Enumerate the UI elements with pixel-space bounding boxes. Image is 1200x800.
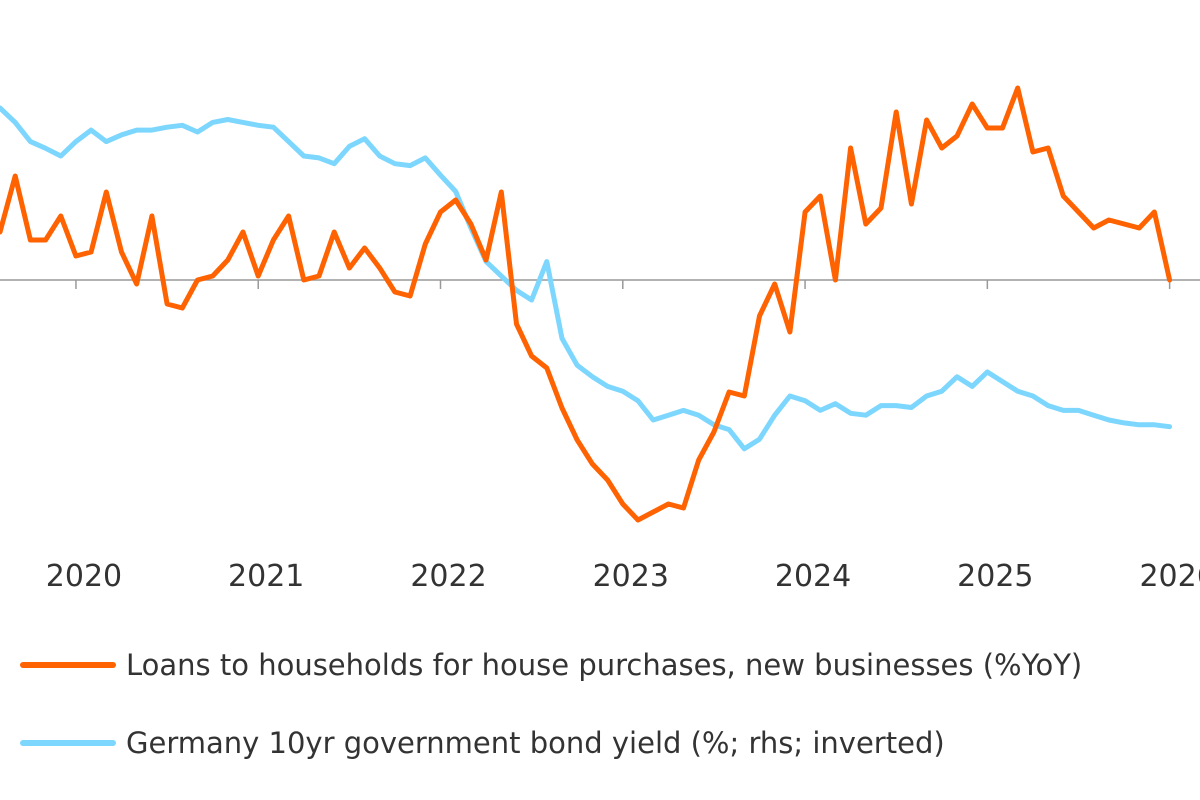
x-tick-label: 2026 <box>1139 559 1200 594</box>
x-tick-label: 2024 <box>775 559 851 594</box>
legend-swatch-blue <box>20 740 116 746</box>
line-chart: 2020 2021 2022 2023 2024 2025 2026 <box>0 85 1200 594</box>
series-line-bond-yield <box>0 105 1173 452</box>
legend-label: Loans to households for house purchases,… <box>126 648 1083 682</box>
x-tick-label: 2023 <box>593 559 669 594</box>
x-tick-label: 2025 <box>957 559 1033 594</box>
legend-label: Germany 10yr government bond yield (%; r… <box>126 726 945 760</box>
series-line-house-loans <box>0 85 1173 523</box>
x-tick-label: 2022 <box>410 559 486 594</box>
legend-swatch-orange <box>20 662 116 668</box>
legend-item-bond-yield: Germany 10yr government bond yield (%; r… <box>20 718 1082 768</box>
legend-item-house-loans: Loans to households for house purchases,… <box>20 640 1082 690</box>
x-tick-label: 2021 <box>228 559 304 594</box>
x-axis-tick-labels: 2020 2021 2022 2023 2024 2025 2026 <box>46 559 1200 594</box>
legend: Loans to households for house purchases,… <box>20 640 1082 796</box>
x-tick-label: 2020 <box>46 559 122 594</box>
x-axis-ticks <box>75 280 1171 289</box>
